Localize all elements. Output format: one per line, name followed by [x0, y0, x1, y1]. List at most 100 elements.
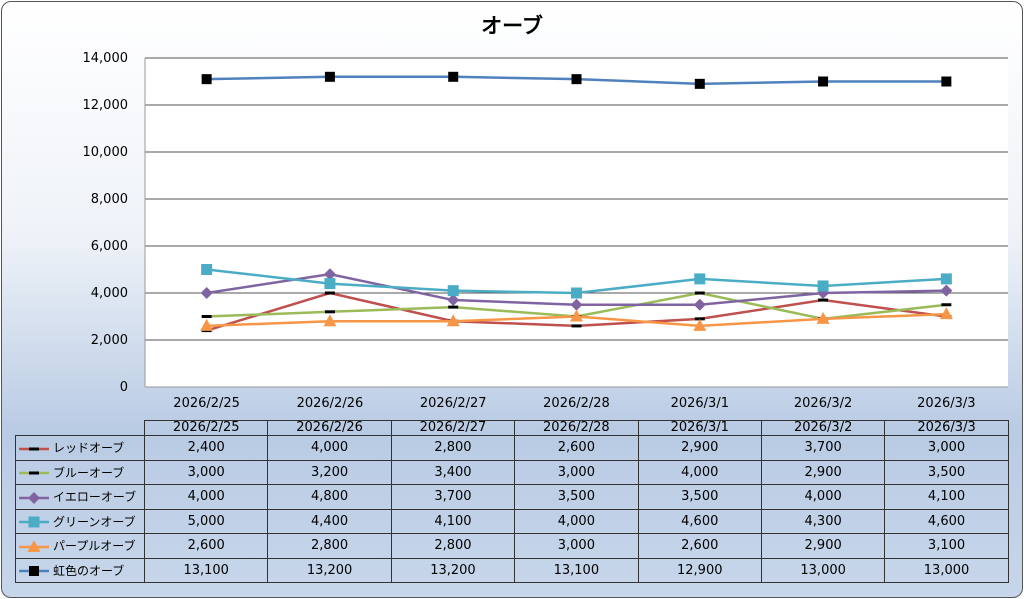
table-header-cell: 2026/2/28	[514, 420, 639, 436]
legend-marker	[28, 491, 40, 504]
x-tick-label: 2026/3/1	[671, 396, 729, 411]
x-tick-label: 2026/2/25	[173, 396, 240, 411]
table-cell: 3,500	[884, 459, 1009, 485]
data-point	[571, 74, 582, 85]
data-point	[201, 264, 213, 275]
table-cell: 13,200	[267, 557, 392, 583]
table-cell: 4,100	[390, 508, 516, 534]
table-cell: 2,800	[267, 533, 392, 559]
data-point	[324, 291, 335, 295]
y-tick-label: 14,000	[83, 51, 129, 66]
y-tick-label: 8,000	[91, 192, 128, 207]
data-point	[323, 268, 336, 281]
y-tick-label: 4,000	[91, 286, 128, 301]
table-row: レッドオーブ 2,400 4,000 2,800 2,600 2,900 3,700 3,00…	[15, 435, 1009, 461]
x-tick-label: 2026/2/27	[420, 396, 487, 411]
data-point	[693, 298, 706, 311]
series-3	[201, 264, 952, 299]
data-point	[941, 303, 952, 307]
series-name: パープルオーブ	[53, 539, 136, 554]
table-cell: 2,600	[514, 435, 639, 461]
table-cell: 2,600	[637, 533, 762, 559]
table-header-cell: 2026/3/1	[637, 420, 762, 436]
series-name: ブルーオーブ	[53, 465, 125, 480]
data-table: 2026/2/25 2026/2/26 2026/2/27 2026/2/28 2026…	[15, 420, 1009, 583]
data-point	[446, 314, 460, 327]
legend-marker	[29, 447, 39, 451]
table-header-cell: 2026/2/25	[143, 420, 269, 436]
data-point	[447, 285, 459, 297]
plot-background	[145, 58, 1008, 387]
legend-marker	[27, 540, 41, 552]
table-cell: 12,900	[637, 557, 762, 583]
data-point	[324, 71, 335, 82]
legend-key-icon	[19, 471, 49, 475]
table-cell: 3,100	[884, 533, 1009, 559]
series-name: イエローオーブ	[53, 490, 137, 505]
y-tick-label: 2,000	[91, 333, 128, 348]
series-name: レッドオーブ	[53, 441, 125, 456]
data-point	[200, 318, 214, 331]
legend-marker	[28, 516, 40, 528]
data-point	[816, 311, 830, 324]
data-point	[571, 287, 582, 299]
y-tick-label: 12,000	[83, 98, 129, 113]
y-tick-label: 6,000	[91, 239, 128, 254]
y-tick-label: 10,000	[83, 145, 129, 160]
series-5	[201, 71, 952, 89]
legend-key-icon	[19, 540, 49, 552]
table-cell: 13,000	[884, 557, 1009, 583]
table-cell: 3,400	[390, 459, 516, 485]
table-cell: 2,800	[390, 435, 516, 461]
data-point	[817, 280, 829, 292]
data-point	[324, 310, 335, 314]
table-cell: 3,700	[390, 484, 516, 510]
data-point	[939, 307, 953, 320]
table-cell: 4,400	[267, 508, 392, 534]
data-point	[694, 273, 706, 285]
table-cell: 4,000	[637, 459, 762, 485]
table-row: グリーンオーブ 5,000 4,400 4,100 4,000 4,600 4,300 4,6…	[15, 508, 1009, 534]
data-point	[818, 76, 829, 87]
table-cell: 13,100	[514, 557, 639, 583]
table-cell: 4,000	[760, 484, 886, 510]
table-cell: 3,700	[760, 435, 886, 461]
table-cell: 5,000	[143, 508, 269, 534]
table-cell: 3,500	[637, 484, 762, 510]
table-cell: 2,900	[637, 435, 762, 461]
table-row: ブルーオーブ 3,000 3,200 3,400 3,000 4,000 2,900 3,50…	[15, 459, 1009, 485]
data-point	[201, 74, 212, 85]
data-point	[694, 291, 705, 295]
legend-key-icon	[19, 447, 49, 451]
table-cell: 3,000	[143, 459, 269, 485]
data-point	[941, 76, 952, 87]
table-row: イエローオーブ 4,000 4,800 3,700 3,500 3,500 4,000 4,1…	[15, 484, 1009, 510]
table-cell: 2,400	[143, 435, 269, 461]
x-tick-label: 2026/3/3	[917, 396, 975, 411]
table-header-cell: 2026/2/26	[267, 420, 392, 436]
data-point	[447, 294, 460, 307]
series-name: 虹色のオーブ	[53, 563, 125, 578]
table-cell: 3,200	[267, 459, 392, 485]
table-cell: 4,300	[760, 508, 886, 534]
table-header-cell: 2026/2/27	[390, 420, 516, 436]
table-cell: 4,600	[884, 508, 1009, 534]
table-cell: 4,100	[884, 484, 1009, 510]
series-4	[200, 307, 953, 331]
data-point	[201, 315, 212, 318]
table-cell: 4,000	[514, 508, 639, 534]
x-tick-label: 2026/2/28	[543, 396, 610, 411]
table-cell: 3,000	[884, 435, 1009, 461]
data-point	[694, 78, 705, 89]
data-point	[200, 287, 213, 299]
x-tick-label: 2026/2/26	[297, 396, 364, 411]
data-point	[571, 324, 582, 328]
table-header-cell: 2026/3/2	[760, 420, 886, 436]
table-cell: 13,200	[390, 557, 516, 583]
data-point	[694, 317, 705, 321]
chart-title: オーブ	[481, 14, 543, 38]
legend-marker	[29, 471, 39, 475]
table-cell: 4,000	[267, 435, 392, 461]
data-point	[570, 298, 583, 311]
